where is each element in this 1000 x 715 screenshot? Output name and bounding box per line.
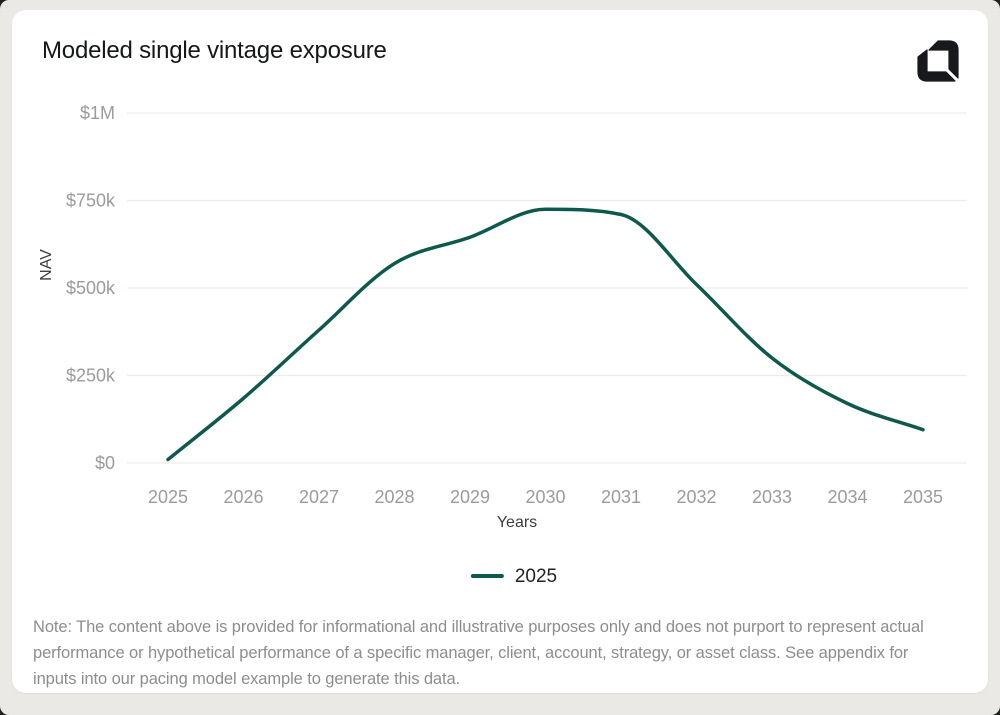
x-tick-label: 2033 [752,487,792,507]
x-tick-label: 2028 [374,487,414,507]
x-axis-title: Years [496,514,538,531]
note-line-2: performance or hypothetical performance … [33,644,909,662]
brand-logo-icon [914,37,962,85]
chart-card: Modeled single vintage exposure $0 $250k $… [12,10,988,693]
note-line-1: Note: The content above is provided for … [33,618,924,636]
series-line-2025 [166,207,925,462]
x-tick-label: 2027 [299,487,339,507]
legend-label: 2025 [514,565,558,587]
y-tick-label: $250k [66,366,116,386]
legend-line-swatch [470,574,504,578]
chart-title: Modeled single vintage exposure [42,37,387,64]
nav-line-chart: $0 $250k $500k $750k $1M 2025 2026 2027 2028 2029… [66,103,967,507]
x-tick-label: 2035 [903,487,943,507]
x-tick-label: 2034 [827,487,867,507]
y-tick-label: $750k [66,191,116,211]
x-tick-label: 2030 [525,487,565,507]
y-tick-label: $0 [95,453,115,473]
disclaimer-note: Note: The content above is provided for … [33,614,924,692]
x-tick-label: 2025 [148,487,188,507]
x-tick-label: 2026 [223,487,263,507]
y-tick-label: $1M [80,103,115,123]
chart-legend[interactable]: 2025 [470,563,558,589]
y-axis-title: NAV [38,249,55,281]
x-tick-label: 2031 [601,487,641,507]
x-tick-label: 2032 [676,487,716,507]
note-line-3: inputs into our pacing model example to … [33,670,461,688]
x-tick-label: 2029 [450,487,490,507]
y-tick-label: $500k [66,278,116,298]
